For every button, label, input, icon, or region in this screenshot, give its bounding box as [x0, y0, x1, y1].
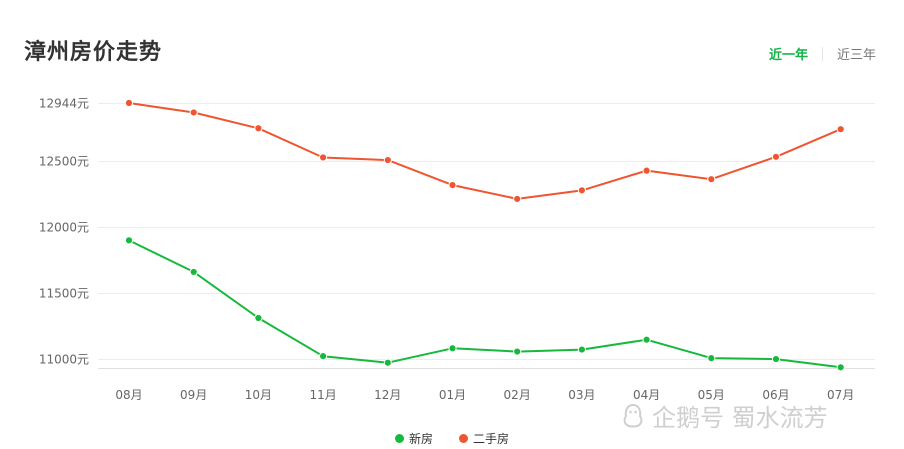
data-point-new-house[interactable]: [319, 352, 328, 361]
data-point-second-hand[interactable]: [836, 125, 845, 134]
x-tick-label: 02月: [504, 388, 531, 402]
watermark-text: 企鹅号 蜀水流芳: [652, 404, 828, 432]
y-axis: 11000元 11500元 12000元 12500元 12944元: [39, 97, 89, 367]
legend-label-new-house: 新房: [408, 432, 433, 446]
data-point-second-hand[interactable]: [254, 124, 263, 133]
data-point-second-hand[interactable]: [124, 98, 134, 108]
data-point-second-hand[interactable]: [642, 166, 651, 175]
x-tick-label: 04月: [633, 388, 660, 402]
x-tick-label: 08月: [115, 388, 142, 402]
tab-one-year[interactable]: 近一年: [768, 48, 808, 63]
data-point-second-hand[interactable]: [448, 181, 457, 190]
series-line-new-house: [128, 239, 841, 369]
legend-item-second-hand[interactable]: 二手房: [459, 430, 509, 447]
legend-marker-second-hand: [459, 434, 468, 443]
tab-three-years[interactable]: 近三年: [836, 48, 876, 63]
chart-legend: 新房 二手房: [0, 430, 904, 447]
series-lines: [124, 98, 845, 372]
x-tick-label: 12月: [374, 388, 401, 402]
x-tick-label: 01月: [439, 388, 466, 402]
x-axis: 08月 09月 10月 11月 12月 01月 02月 03月 04月 05月 06月 07月: [98, 368, 875, 402]
data-point-second-hand[interactable]: [707, 175, 716, 184]
tab-divider: [821, 46, 823, 61]
y-tick-label: 11000元: [39, 353, 89, 367]
data-point-new-house[interactable]: [577, 345, 587, 354]
data-point-new-house[interactable]: [189, 267, 198, 277]
x-tick-label: 11月: [309, 388, 336, 402]
watermark: 企鹅号 蜀水流芳: [620, 398, 828, 433]
x-tick-label: 10月: [245, 388, 272, 402]
series-line-second-hand: [128, 102, 842, 200]
y-tick-label: 12500元: [39, 155, 89, 169]
x-tick-label: 05月: [698, 388, 725, 402]
grid-lines: [98, 103, 875, 360]
legend-label-second-hand: 二手房: [473, 432, 510, 446]
data-point-second-hand[interactable]: [577, 186, 587, 195]
data-point-second-hand[interactable]: [319, 153, 328, 162]
time-range-tabs: 近一年 近三年: [769, 44, 876, 63]
data-point-second-hand[interactable]: [383, 156, 392, 165]
x-tick-label: 09月: [180, 388, 207, 402]
penguin-logo-icon: [623, 403, 643, 427]
y-tick-label: 12000元: [39, 221, 89, 235]
data-point-new-house[interactable]: [707, 354, 716, 363]
y-tick-label: 12944元: [39, 97, 89, 111]
data-point-new-house[interactable]: [836, 363, 845, 372]
data-point-second-hand[interactable]: [189, 108, 198, 117]
y-tick-label: 11500元: [39, 287, 89, 301]
x-tick-label: 06月: [762, 388, 789, 402]
data-point-new-house[interactable]: [448, 344, 457, 353]
legend-item-new-house[interactable]: 新房: [394, 430, 433, 447]
x-tick-label: 03月: [568, 388, 595, 402]
data-point-second-hand[interactable]: [771, 152, 781, 161]
x-tick-label: 07月: [827, 388, 854, 402]
data-point-second-hand[interactable]: [513, 194, 522, 204]
data-point-new-house[interactable]: [383, 358, 392, 367]
data-point-new-house[interactable]: [513, 347, 522, 356]
data-point-new-house[interactable]: [254, 313, 263, 323]
data-point-new-house[interactable]: [124, 236, 134, 245]
legend-marker-new-house: [394, 434, 404, 443]
data-point-new-house[interactable]: [642, 335, 651, 344]
data-point-new-house[interactable]: [771, 354, 781, 364]
page-title: 漳州房价走势: [24, 40, 163, 65]
